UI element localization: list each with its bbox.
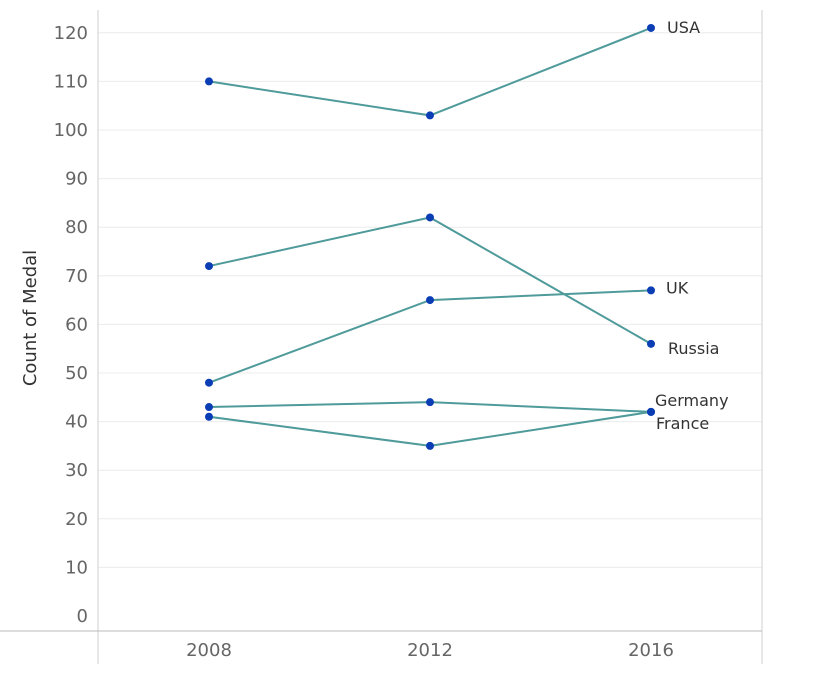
series-labels: USA Russia UK Germany France bbox=[655, 18, 729, 433]
series-label-russia: Russia bbox=[668, 339, 719, 358]
y-tick-label: 90 bbox=[65, 169, 88, 190]
data-point-france[interactable] bbox=[205, 412, 213, 421]
series-label-france: France bbox=[656, 414, 709, 433]
y-tick-labels: 0 10 20 30 40 50 60 70 80 90 100 110 120 bbox=[54, 23, 88, 627]
series-lines bbox=[208, 27, 652, 447]
data-point-france[interactable] bbox=[647, 407, 655, 416]
data-point-uk[interactable] bbox=[205, 378, 213, 387]
data-point-usa[interactable] bbox=[205, 77, 213, 86]
y-tick-label: 100 bbox=[54, 120, 88, 141]
data-point-uk[interactable] bbox=[426, 296, 434, 305]
series-label-uk: UK bbox=[666, 278, 689, 297]
data-point-russia[interactable] bbox=[426, 213, 434, 222]
y-tick-label: 70 bbox=[65, 266, 88, 287]
series-line-uk bbox=[208, 289, 652, 384]
data-point-russia[interactable] bbox=[205, 262, 213, 271]
axes bbox=[0, 10, 763, 664]
data-point-germany[interactable] bbox=[205, 403, 213, 412]
series-line-usa bbox=[208, 27, 652, 117]
series-markers bbox=[205, 23, 655, 450]
x-tick-label: 2016 bbox=[628, 640, 674, 661]
y-tick-label: 80 bbox=[65, 217, 88, 238]
y-axis-label: Count of Medal bbox=[20, 250, 41, 386]
data-point-germany[interactable] bbox=[426, 398, 434, 407]
y-tick-label: 30 bbox=[65, 460, 88, 481]
data-point-uk[interactable] bbox=[647, 286, 655, 295]
y-tick-label: 120 bbox=[54, 23, 88, 44]
data-point-usa[interactable] bbox=[647, 23, 655, 32]
x-tick-label: 2008 bbox=[186, 640, 232, 661]
data-point-france[interactable] bbox=[426, 441, 434, 450]
y-tick-label: 50 bbox=[65, 363, 88, 384]
y-tick-label: 40 bbox=[65, 412, 88, 433]
y-tick-label: 10 bbox=[65, 557, 88, 578]
y-tick-label: 20 bbox=[65, 509, 88, 530]
x-tick-labels: 2008 2012 2016 bbox=[186, 640, 674, 661]
data-point-russia[interactable] bbox=[647, 339, 655, 348]
series-line-france bbox=[208, 410, 652, 447]
y-tick-label: 110 bbox=[54, 71, 88, 92]
y-tick-label: 60 bbox=[65, 314, 88, 335]
data-point-usa[interactable] bbox=[426, 111, 434, 120]
series-label-usa: USA bbox=[667, 18, 700, 37]
series-label-germany: Germany bbox=[655, 391, 729, 410]
x-tick-label: 2012 bbox=[407, 640, 453, 661]
y-tick-label: 0 bbox=[77, 606, 88, 627]
